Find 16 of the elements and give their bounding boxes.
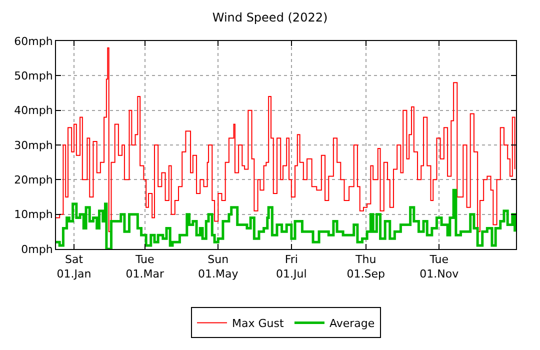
x-tick-label: Tue 01.Mar (126, 253, 164, 280)
y-tick-label: 50mph (14, 70, 53, 83)
y-tick-label: 60mph (14, 34, 53, 48)
x-tick-label: Tue 01.Nov (420, 253, 460, 280)
x-tick-label: Sat 01.Jan (56, 253, 92, 280)
x-tick-label: Thu 01.Sep (346, 253, 385, 280)
y-tick-label: 30mph (14, 138, 53, 152)
legend-label: Max Gust (232, 317, 284, 330)
legend-label: Average (329, 317, 375, 330)
y-tick-label: 0mph (21, 242, 53, 256)
chart-title: Wind Speed (2022) (212, 10, 328, 25)
x-tick-label: Sun 01.May (198, 253, 239, 280)
y-tick-label: 20mph (14, 174, 53, 187)
y-tick-label: 40mph (14, 104, 53, 118)
y-tick-label: 10mph (14, 208, 53, 222)
x-tick-label: Fri 01.Jul (276, 253, 307, 280)
